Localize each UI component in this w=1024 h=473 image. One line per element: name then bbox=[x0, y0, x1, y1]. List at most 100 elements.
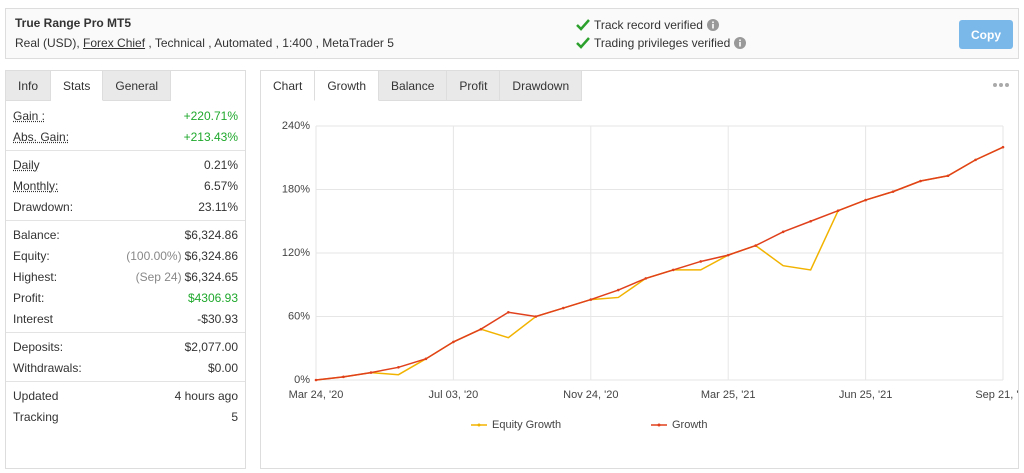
stat-value: 4 hours ago bbox=[174, 388, 238, 403]
stats-group: Gain : +220.71% Abs. Gain: +213.43% bbox=[6, 102, 245, 150]
point bbox=[644, 277, 648, 280]
stats-row: Balance: $6,324.86 bbox=[6, 224, 245, 245]
tab[interactable]: Info bbox=[6, 71, 52, 101]
stats-panel: Info Stats General Gain : +220.71% Abs. Ga… bbox=[5, 70, 246, 469]
tab-label: Chart bbox=[261, 71, 315, 101]
stat-label: Balance: bbox=[13, 227, 60, 242]
stat-value-wrap: $0.00 bbox=[208, 361, 238, 375]
copy-button[interactable]: Copy bbox=[959, 20, 1013, 49]
stats-group: Deposits: $2,077.00 Withdrawals: $0.00 bbox=[6, 332, 245, 381]
stats-row: Drawdown: 23.11% bbox=[6, 196, 245, 217]
stats-group: Updated 4 hours ago Tracking 5 bbox=[6, 381, 245, 430]
stat-value: $6,324.86 bbox=[184, 248, 238, 263]
legend-dot bbox=[477, 423, 481, 427]
broker-link[interactable]: Forex Chief bbox=[83, 36, 146, 50]
point bbox=[864, 198, 867, 202]
title: True Range Pro MT5 bbox=[15, 16, 132, 30]
stat-value-wrap: 23.11% bbox=[198, 200, 238, 214]
account: Real (USD), bbox=[15, 36, 80, 50]
stat-label: Abs. Gain: bbox=[13, 129, 70, 144]
stat-label: Withdrawals: bbox=[13, 360, 82, 375]
point bbox=[562, 306, 565, 310]
stat-value: 0.21% bbox=[203, 157, 238, 172]
stats-row: Gain : +220.71% bbox=[6, 105, 245, 126]
subtitle: Real (USD), Forex Chief , Technical , Au… bbox=[15, 36, 394, 50]
stat-value-wrap: +220.71% bbox=[184, 109, 238, 123]
chart: 0% 60% 120% 180% 240% Mar 24, '20 Jul 03, '20 N… bbox=[282, 120, 1018, 431]
point bbox=[754, 244, 757, 247]
series-line bbox=[315, 146, 1004, 381]
point bbox=[671, 268, 675, 272]
point bbox=[781, 230, 785, 234]
x-tick-label: Mar 24, '20 bbox=[289, 389, 344, 401]
stat-value-wrap: 6.57% bbox=[204, 179, 238, 193]
point bbox=[946, 174, 950, 178]
menu-icon[interactable] bbox=[992, 81, 1010, 89]
x-tick-label: Nov 24, '20 bbox=[563, 389, 618, 401]
stat-value: 23.11% bbox=[198, 199, 238, 214]
tabs: Chart Growth Balance Profit Drawdown bbox=[261, 71, 583, 101]
tab[interactable]: General bbox=[103, 71, 172, 101]
tab[interactable]: Balance bbox=[379, 71, 448, 101]
legend-label: Growth bbox=[672, 419, 707, 431]
stat-value-wrap: -$30.93 bbox=[197, 312, 238, 326]
x-tick-label: Jul 03, '20 bbox=[428, 389, 478, 401]
tab[interactable]: Drawdown bbox=[500, 71, 583, 101]
stats-row: Deposits: $2,077.00 bbox=[6, 336, 245, 357]
info-icon[interactable] bbox=[734, 37, 747, 49]
point bbox=[1001, 145, 1005, 149]
x-tick-label: Sep 21, '21 bbox=[975, 389, 1018, 401]
point bbox=[974, 158, 977, 162]
stats-row: Abs. Gain: +213.43% bbox=[6, 126, 245, 147]
tab[interactable]: Stats bbox=[51, 71, 104, 101]
y-tick-label: 0% bbox=[294, 374, 310, 386]
info-icon[interactable] bbox=[706, 19, 719, 31]
y-tick-label: 180% bbox=[282, 183, 310, 195]
stat-label: Updated bbox=[13, 388, 59, 403]
point bbox=[397, 366, 400, 369]
stat-value-wrap: +213.43% bbox=[184, 130, 238, 144]
x-tick-label: Mar 25, '21 bbox=[701, 389, 756, 401]
verification: Track record verified bbox=[576, 18, 719, 32]
legend-label: Equity Growth bbox=[492, 419, 561, 431]
stat-value-wrap: $6,324.86 bbox=[185, 228, 238, 242]
stat-value-wrap: 0.21% bbox=[204, 158, 238, 172]
check-icon bbox=[576, 37, 590, 49]
stat-label: Tracking bbox=[13, 409, 59, 424]
stat-value-wrap: 5 bbox=[231, 410, 238, 424]
point bbox=[342, 375, 345, 379]
stat-label: Highest: bbox=[13, 269, 58, 284]
point bbox=[507, 310, 510, 314]
legend-dot bbox=[657, 423, 661, 427]
stats-row: Withdrawals: $0.00 bbox=[6, 357, 245, 378]
stats-group: Daily 0.21% Monthly: 6.57% Drawdown: 23.11% bbox=[6, 150, 245, 220]
stats-row: Interest -$30.93 bbox=[6, 308, 245, 329]
tab[interactable]: Profit bbox=[447, 71, 501, 101]
point bbox=[836, 209, 840, 212]
y-tick-label: 240% bbox=[282, 120, 310, 132]
stat-value: +213.43% bbox=[183, 129, 238, 144]
y-tick-label: 60% bbox=[288, 310, 310, 322]
point bbox=[424, 357, 428, 361]
x-tick-label: Jun 25, '21 bbox=[839, 389, 892, 401]
stats-row: Highest: (Sep 24) $6,324.65 bbox=[6, 266, 245, 287]
stat-value-wrap: $2,077.00 bbox=[185, 340, 238, 354]
point bbox=[891, 190, 895, 193]
point bbox=[589, 298, 593, 301]
header: True Range Pro MT5 Real (USD), Forex Chi… bbox=[5, 8, 1019, 59]
stats-group: Balance: $6,324.86 Equity: (100.00%) $6,324.… bbox=[6, 220, 245, 332]
stat-value: 6.57% bbox=[203, 178, 238, 193]
stat-value: 5 bbox=[231, 409, 238, 424]
point bbox=[534, 315, 538, 318]
stat-value: $6,324.86 bbox=[184, 227, 238, 242]
tab[interactable]: Growth bbox=[314, 71, 380, 101]
stat-value: $0.00 bbox=[207, 360, 238, 375]
y-tick-label: 120% bbox=[282, 247, 310, 259]
details: , Technical , Automated , 1:400 , MetaTr… bbox=[148, 36, 394, 50]
stat-label: Gain : bbox=[13, 108, 46, 123]
series-line bbox=[315, 146, 1004, 381]
stat-value: -$30.93 bbox=[197, 311, 238, 326]
stat-note: (100.00%) bbox=[126, 248, 182, 263]
stat-value-wrap: (100.00%) $6,324.86 bbox=[126, 249, 238, 263]
